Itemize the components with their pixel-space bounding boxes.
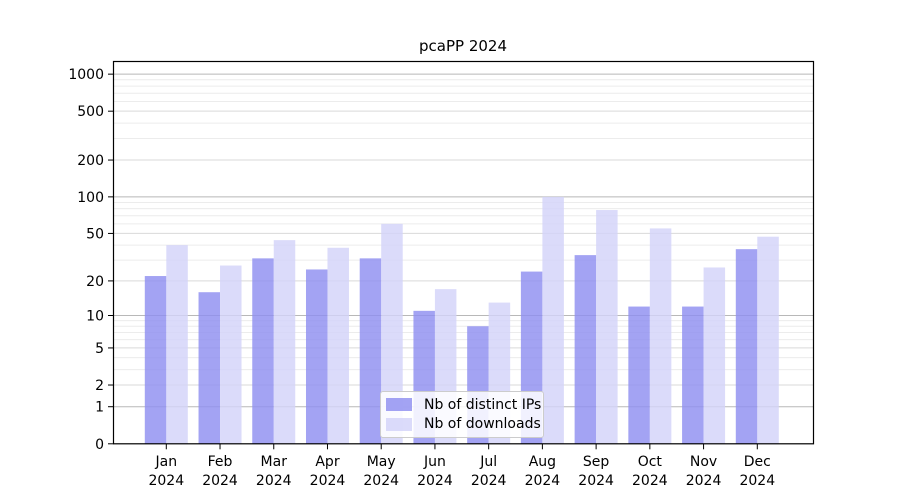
x-tick-label-month: Feb	[208, 454, 233, 470]
legend-label-downloads: Nb of downloads	[424, 416, 541, 433]
x-tick-label-year: 2024	[310, 473, 346, 489]
y-tick-label: 1000	[68, 67, 104, 83]
x-tick-label-year: 2024	[148, 473, 184, 489]
x-tick-label-month: May	[367, 454, 396, 470]
bar-ips-feb	[198, 292, 221, 444]
x-tick-label-month: Mar	[261, 454, 288, 470]
x-tick-label-year: 2024	[471, 473, 507, 489]
bar-ips-apr	[305, 269, 328, 444]
x-tick-label-month: Jan	[155, 454, 178, 470]
chart-title: pcaPP 2024	[419, 37, 507, 55]
bar-downloads-mar	[273, 240, 296, 444]
x-tick-label-year: 2024	[739, 473, 775, 489]
x-tick-label-year: 2024	[578, 473, 614, 489]
x-tick-label-year: 2024	[686, 473, 722, 489]
legend-item-distinct-ips: Nb of distinct IPs	[386, 397, 543, 413]
y-tick-label: 0	[95, 437, 104, 453]
bar-downloads-feb	[220, 265, 242, 444]
legend-label-distinct-ips: Nb of distinct IPs	[424, 396, 542, 413]
x-tick-label-month: Jun	[423, 454, 446, 470]
y-tick-label: 50	[86, 226, 104, 242]
legend: Nb of distinct IPs Nb of downloads	[380, 391, 544, 438]
x-tick-label-month: Nov	[690, 454, 717, 470]
x-tick-label-month: Aug	[529, 454, 556, 470]
legend-swatch-distinct-ips	[386, 398, 412, 412]
x-tick-label-year: 2024	[256, 473, 292, 489]
bar-downloads-apr	[327, 247, 349, 444]
y-tick-label: 100	[77, 190, 104, 206]
y-tick-label: 1	[95, 400, 104, 416]
y-tick-label: 2	[95, 378, 104, 394]
bar-downloads-nov	[703, 267, 726, 444]
bar-downloads-may	[381, 223, 403, 444]
legend-item-downloads: Nb of downloads	[386, 416, 543, 432]
x-tick-label-year: 2024	[202, 473, 238, 489]
bar-downloads-aug	[542, 196, 564, 444]
x-tick-label-month: Sep	[583, 454, 610, 470]
x-tick-label-month: Dec	[744, 454, 771, 470]
x-tick-label-month: Apr	[315, 454, 339, 470]
x-tick-label-year: 2024	[417, 473, 453, 489]
bar-ips-oct	[628, 306, 650, 444]
bar-ips-dec	[735, 249, 758, 444]
y-tick-label: 5	[95, 341, 104, 357]
bar-ips-sep	[574, 255, 597, 444]
bar-ips-may	[359, 258, 382, 444]
x-tick-label-month: Jul	[479, 454, 497, 470]
bar-downloads-sep	[596, 210, 618, 444]
bar-ips-mar	[252, 258, 274, 444]
bar-downloads-dec	[757, 236, 779, 444]
y-tick-label: 200	[77, 153, 104, 169]
y-tick-label: 20	[86, 274, 104, 290]
x-tick-label-year: 2024	[363, 473, 399, 489]
bar-downloads-jan	[166, 245, 188, 444]
legend-swatch-downloads	[386, 417, 412, 431]
x-tick-label-year: 2024	[525, 473, 561, 489]
axes-frame	[112, 60, 815, 445]
x-tick-label-month: Oct	[638, 454, 663, 470]
y-tick-label: 10	[86, 309, 104, 325]
bar-ips-jan	[144, 276, 167, 444]
bar-downloads-oct	[649, 228, 672, 444]
x-tick-label-year: 2024	[632, 473, 668, 489]
y-tick-label: 500	[77, 104, 104, 120]
bar-ips-nov	[682, 306, 704, 444]
